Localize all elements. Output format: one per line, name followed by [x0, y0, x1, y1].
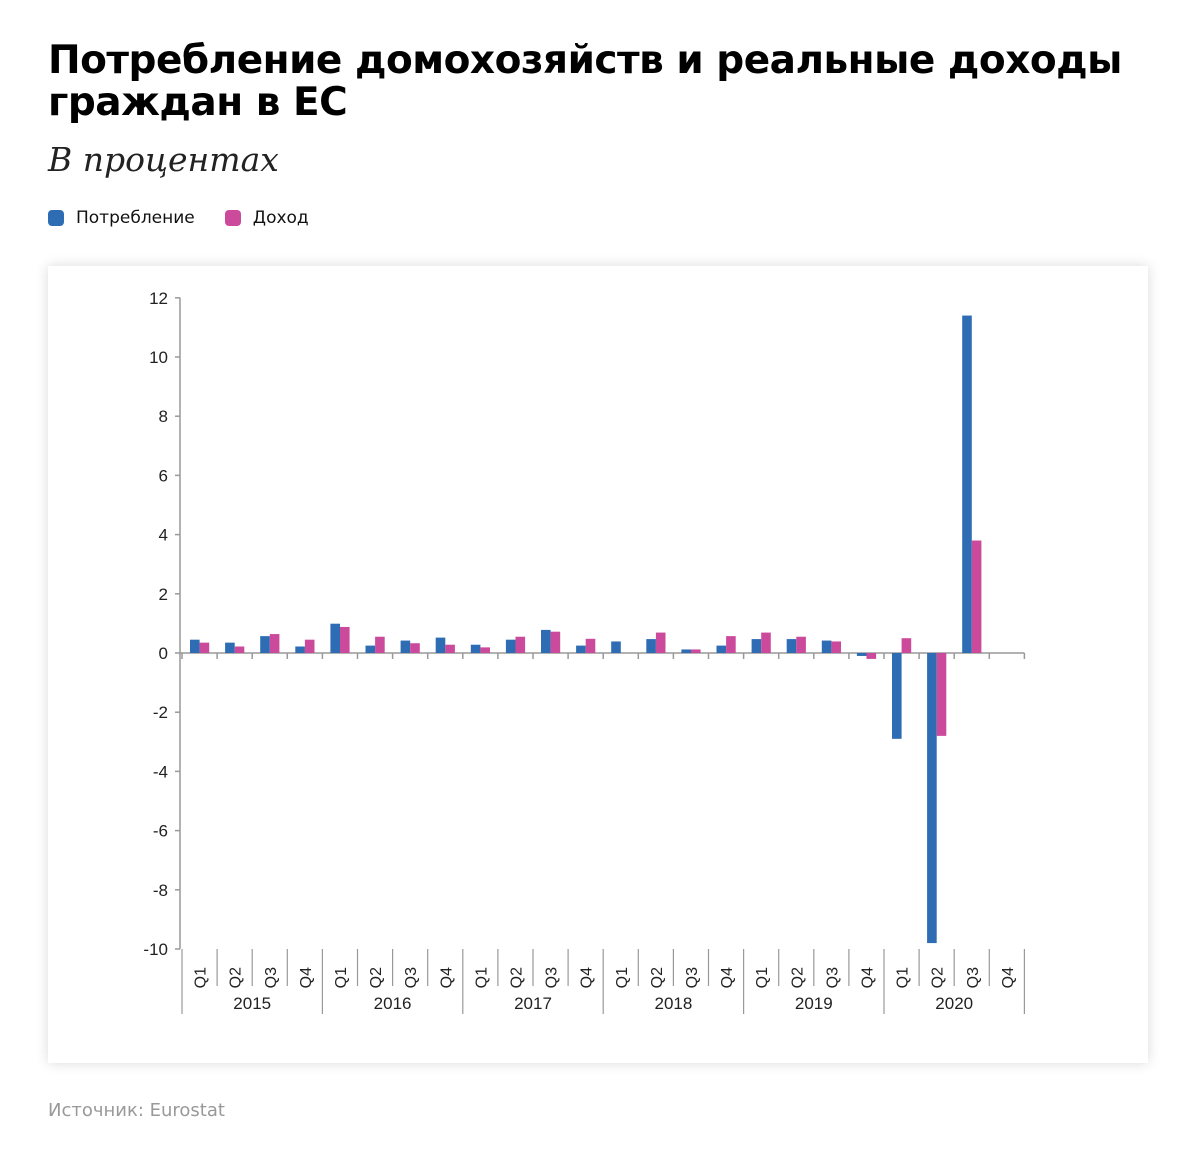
y-tick-label: 10: [149, 348, 168, 367]
chart-title: Потребление домохозяйств и реальные дохо…: [48, 38, 1122, 125]
bar-income: [550, 631, 561, 653]
bar-consumption: [927, 653, 937, 944]
bar-consumption: [786, 639, 797, 653]
bar-consumption: [541, 629, 551, 653]
chart-card: 12 10 8 6 4 2 0 -2 -4 -6 -8 -10 Q1 Q2 Q3 Q4 Q1 Q2 Q3 Q4 Q1 Q2…: [48, 266, 1148, 1063]
quarter-label: Q1: [193, 967, 210, 988]
y-tick-label: 12: [149, 289, 168, 308]
y-tick-label: 6: [159, 466, 168, 485]
year-label: 2017: [514, 994, 552, 1013]
bar-consumption: [190, 639, 200, 653]
bar-income: [375, 636, 385, 653]
bar-income: [726, 636, 736, 653]
bar-consumption: [856, 653, 867, 656]
bar-consumption: [681, 649, 691, 653]
bar-income: [796, 636, 806, 653]
bar-consumption: [821, 640, 832, 653]
quarter-label: Q1: [473, 967, 490, 988]
quarter-label: Q1: [333, 967, 350, 988]
bar-income: [901, 638, 912, 653]
y-tick-label: -10: [143, 940, 168, 959]
bar-consumption: [962, 315, 972, 653]
quarter-label: Q1: [895, 967, 912, 988]
quarter-label: Q2: [789, 967, 806, 988]
bar-income: [480, 647, 490, 653]
bar-income: [585, 638, 596, 653]
year-label: 2015: [233, 994, 271, 1013]
bar-consumption: [365, 645, 376, 653]
bar-income: [199, 642, 210, 653]
quarter-label: Q4: [859, 967, 876, 988]
bar-consumption: [646, 639, 656, 653]
quarter-label: Q4: [579, 967, 596, 988]
bar-consumption: [611, 641, 621, 653]
bar-income: [761, 632, 771, 653]
bar-consumption: [330, 623, 340, 653]
bar-consumption: [295, 646, 305, 653]
quarter-label: Q3: [403, 967, 420, 988]
bar-income: [831, 641, 841, 653]
bar-consumption: [716, 645, 727, 653]
y-tick-label: -8: [153, 881, 168, 900]
quarter-label: Q3: [684, 967, 701, 988]
bar-income: [515, 636, 526, 653]
year-label: 2020: [935, 994, 973, 1013]
bar-income: [410, 643, 420, 653]
year-label: 2018: [654, 994, 692, 1013]
year-label: 2019: [795, 994, 833, 1013]
legend-swatch-income: [224, 210, 241, 226]
bar-consumption: [260, 636, 270, 653]
quarter-label: Q2: [508, 967, 525, 988]
bar-consumption: [576, 645, 586, 653]
legend-item-consumption: Потребление: [48, 208, 195, 228]
quarter-label: Q3: [824, 967, 841, 988]
legend: Потребление Доход: [48, 208, 309, 228]
bar-income: [866, 653, 877, 659]
quarter-label: Q4: [1000, 967, 1017, 988]
quarter-label: Q1: [614, 967, 631, 988]
bar-income: [936, 653, 947, 736]
quarter-label: Q2: [649, 967, 666, 988]
bar-consumption: [751, 639, 762, 653]
y-tick-label: 8: [159, 407, 168, 426]
quarter-label: Q3: [263, 967, 280, 988]
y-tick-label: -2: [153, 703, 168, 722]
quarter-label: Q4: [298, 967, 315, 988]
quarter-label: Q4: [719, 967, 736, 988]
bar-consumption: [400, 640, 411, 653]
legend-label-income: Доход: [252, 208, 309, 228]
chart-subtitle: В процентах: [48, 140, 279, 179]
quarter-label: Q2: [368, 967, 385, 988]
y-tick-label: -4: [153, 762, 168, 781]
bar-income: [445, 644, 455, 653]
bar-consumption: [470, 644, 481, 653]
y-tick-label: 0: [159, 644, 168, 663]
bar-income: [655, 632, 666, 653]
legend-item-income: Доход: [224, 208, 309, 228]
y-tick-label: 2: [159, 585, 168, 604]
bar-income: [234, 646, 245, 653]
quarter-label: Q1: [754, 967, 771, 988]
y-tick-label: -6: [153, 822, 168, 841]
bar-income: [269, 634, 280, 653]
bar-consumption: [505, 639, 516, 653]
bar-income: [340, 626, 350, 653]
legend-label-consumption: Потребление: [76, 208, 195, 228]
year-label: 2016: [374, 994, 412, 1013]
source-note: Источник: Eurostat: [48, 1100, 225, 1121]
quarter-label: Q2: [228, 967, 245, 988]
quarter-label: Q4: [438, 967, 455, 988]
bar-chart: 12 10 8 6 4 2 0 -2 -4 -6 -8 -10 Q1 Q2 Q3 Q4 Q1 Q2 Q3 Q4 Q1 Q2…: [143, 289, 1026, 1014]
quarter-label: Q3: [965, 967, 982, 988]
quarter-label: Q3: [544, 967, 561, 988]
bar-income: [971, 540, 982, 653]
bar-income: [304, 639, 315, 653]
legend-swatch-consumption: [48, 210, 64, 226]
quarter-label: Q2: [930, 967, 947, 988]
bar-consumption: [225, 642, 235, 653]
bar-income: [691, 649, 701, 653]
bar-consumption: [435, 637, 446, 653]
y-tick-label: 4: [159, 526, 168, 545]
bar-consumption: [892, 653, 902, 739]
